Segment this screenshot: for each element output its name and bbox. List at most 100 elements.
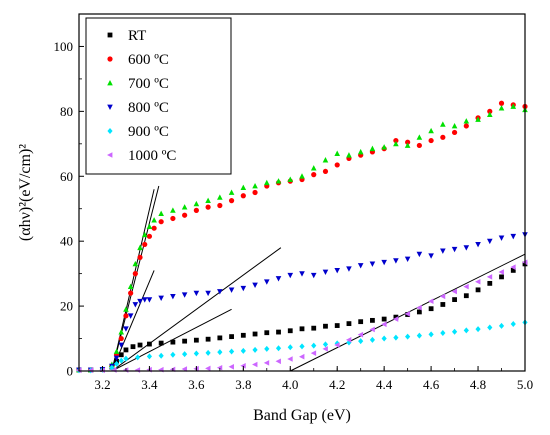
data-point [113, 360, 120, 367]
data-point [158, 219, 164, 225]
data-point [463, 123, 469, 129]
x-tick-label: 4.0 [282, 377, 298, 392]
data-point [463, 327, 469, 334]
data-point [109, 364, 115, 371]
legend-marker [107, 104, 113, 110]
data-point [369, 326, 375, 333]
series-3 [76, 232, 528, 374]
data-point [137, 254, 143, 261]
x-tick-label: 3.8 [235, 377, 251, 392]
data-point [451, 122, 458, 129]
data-point [118, 352, 124, 358]
legend-marker [107, 80, 113, 86]
data-point [322, 341, 329, 348]
data-point [181, 292, 188, 298]
data-point [299, 326, 305, 332]
data-point [123, 347, 129, 353]
data-point [252, 183, 258, 189]
data-point [310, 165, 317, 171]
data-point [252, 189, 258, 196]
data-point [393, 140, 399, 147]
data-point [181, 204, 188, 210]
data-point [405, 333, 411, 340]
data-point [428, 331, 434, 338]
data-point [193, 290, 200, 297]
data-point [141, 297, 148, 303]
data-point [205, 349, 211, 356]
data-point [146, 297, 153, 303]
data-point [287, 344, 293, 351]
data-point [123, 326, 129, 332]
x-axis-ticks: 3.2 3.4 3.6 3.8 4.0 4.2 4.4 4.6 4.8 5.0 [78, 366, 533, 392]
data-point [205, 365, 211, 372]
data-point [275, 276, 282, 282]
data-point [358, 319, 364, 325]
data-point [158, 352, 164, 359]
data-point [135, 354, 141, 361]
data-point [346, 321, 352, 327]
data-point [416, 142, 422, 149]
data-point [392, 316, 399, 322]
data-point [346, 339, 352, 346]
data-point [228, 287, 235, 293]
data-point [252, 346, 258, 353]
data-point [463, 118, 470, 124]
data-point [170, 339, 176, 345]
data-point [263, 360, 270, 366]
data-point [498, 322, 505, 329]
data-point [510, 267, 516, 273]
data-point [463, 283, 469, 290]
data-point [510, 320, 516, 327]
data-point [498, 269, 504, 275]
legend: RT 600 ºC 700 ºC 800 ºC 900 ºC 1000 ºC [85, 17, 232, 175]
data-point [118, 335, 124, 342]
data-point [334, 323, 340, 328]
data-point [193, 200, 200, 207]
data-point [217, 335, 223, 341]
data-point [299, 343, 305, 350]
y-tick-label: 100 [54, 39, 74, 54]
data-point [182, 338, 188, 344]
data-point [217, 202, 223, 209]
fit-line-1 [111, 189, 155, 372]
data-point [510, 233, 517, 240]
data-point [393, 314, 399, 320]
data-point [475, 287, 481, 293]
x-tick-label: 4.6 [423, 377, 440, 392]
data-point [311, 325, 317, 331]
data-point [486, 274, 493, 280]
data-point [170, 215, 176, 222]
data-point [463, 245, 470, 251]
data-point [228, 348, 235, 355]
data-point [158, 295, 164, 301]
data-point [158, 366, 164, 373]
data-point [275, 178, 282, 184]
data-point [118, 329, 125, 335]
data-point [228, 189, 235, 195]
data-point [475, 116, 481, 122]
legend-label: 700 ºC [128, 76, 169, 92]
data-point [193, 337, 199, 343]
data-point [323, 323, 328, 329]
data-point [229, 334, 234, 339]
data-point [146, 233, 153, 239]
data-point [393, 334, 399, 341]
data-point [275, 345, 282, 352]
data-point [127, 283, 134, 290]
data-point [451, 129, 458, 136]
data-point [287, 176, 294, 182]
data-point [287, 356, 293, 362]
data-point [170, 207, 176, 213]
data-point [113, 348, 120, 354]
data-point [440, 121, 446, 127]
data-point [205, 204, 211, 210]
data-point [217, 289, 223, 295]
series-5 [76, 259, 528, 374]
data-point [393, 258, 399, 264]
legend-label: 600 ºC [128, 52, 169, 68]
x-tick-label: 4.2 [329, 377, 345, 392]
data-point [322, 269, 329, 276]
data-point [252, 361, 258, 368]
data-point [440, 134, 446, 140]
legend-label: 900 ºC [128, 124, 169, 140]
